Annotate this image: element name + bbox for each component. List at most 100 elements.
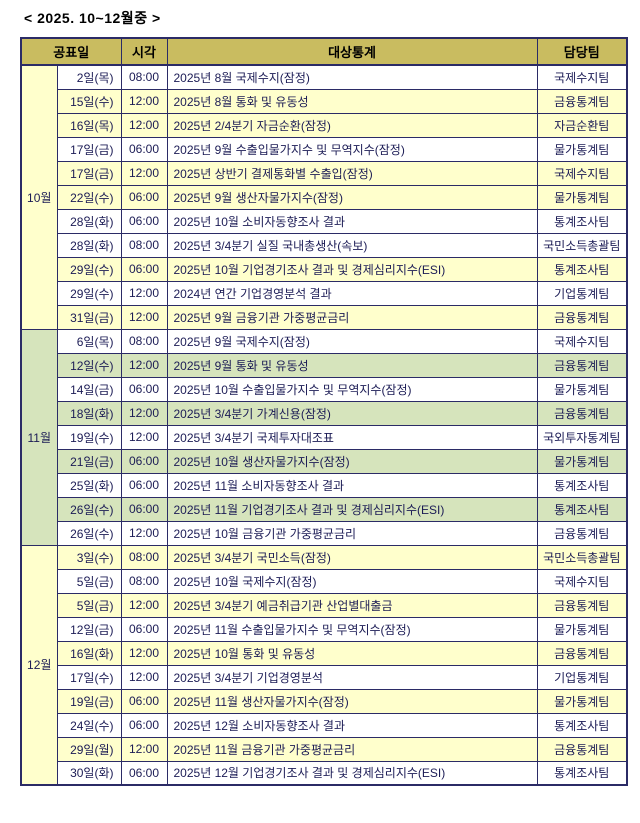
header-target-statistic: 대상통계 bbox=[166, 37, 538, 66]
statistic-name-cell: 2025년 3/4분기 기업경영분석 bbox=[166, 664, 538, 690]
statistic-name-cell: 2025년 10월 소비자동향조사 결과 bbox=[166, 208, 538, 234]
table-row: 29일(수) 12:00 2024년 연간 기업경영분석 결과 기업통계팀 bbox=[21, 280, 628, 306]
release-date-cell: 17일(금) bbox=[56, 136, 122, 162]
table-row: 12월 3일(수) 08:00 2025년 3/4분기 국민소득(잠정) 국민소득총괄팀 bbox=[20, 544, 628, 786]
team-cell: 금융통계팀 bbox=[536, 304, 628, 330]
table-row: 11월 6일(목) 08:00 2025년 9월 국제수지(잠정) 국제수지팀 bbox=[20, 328, 628, 546]
team-cell: 자금순환팀 bbox=[536, 112, 628, 138]
statistic-name-cell: 2025년 3/4분기 국제투자대조표 bbox=[166, 424, 538, 450]
release-schedule-table: 공표일 시각 대상통계 담당팀 10월 2일(목) 08:00 2025년 8월 국제… bbox=[20, 37, 628, 786]
time-cell: 06:00 bbox=[120, 184, 168, 210]
statistic-name-cell: 2025년 8월 통화 및 유동성 bbox=[166, 88, 538, 114]
table-row: 30일(화) 06:00 2025년 12월 기업경기조사 결과 및 경제심리지수(… bbox=[21, 760, 628, 786]
team-cell: 국민소득총괄팀 bbox=[536, 232, 628, 258]
team-cell: 금융통계팀 bbox=[536, 736, 628, 762]
team-cell: 국제수지팀 bbox=[536, 328, 628, 354]
statistic-name-cell: 2025년 10월 생산자물가지수(잠정) bbox=[166, 448, 538, 474]
table-row: 16일(목) 12:00 2025년 2/4분기 자금순환(잠정) 자금순환팀 bbox=[21, 112, 628, 138]
statistic-name-cell: 2025년 10월 수출입물가지수 및 무역지수(잠정) bbox=[166, 376, 538, 402]
time-cell: 12:00 bbox=[120, 160, 168, 186]
table-row: 16일(화) 12:00 2025년 10월 통화 및 유동성 금융통계팀 bbox=[21, 640, 628, 666]
statistic-name-cell: 2025년 11월 수출입물가지수 및 무역지수(잠정) bbox=[166, 616, 538, 642]
team-cell: 통계조사팀 bbox=[536, 712, 628, 738]
team-cell: 기업통계팀 bbox=[536, 280, 628, 306]
team-cell: 금융통계팀 bbox=[536, 352, 628, 378]
time-cell: 12:00 bbox=[120, 280, 168, 306]
time-cell: 08:00 bbox=[120, 64, 168, 90]
table-row: 5일(금) 08:00 2025년 10월 국제수지(잠정) 국제수지팀 bbox=[21, 568, 628, 594]
time-cell: 12:00 bbox=[120, 304, 168, 330]
table-row: 17일(수) 12:00 2025년 3/4분기 기업경영분석 기업통계팀 bbox=[21, 664, 628, 690]
release-date-cell: 25일(화) bbox=[56, 472, 122, 498]
team-cell: 국제수지팀 bbox=[536, 160, 628, 186]
release-date-cell: 29일(수) bbox=[56, 256, 122, 282]
release-date-cell: 22일(수) bbox=[56, 184, 122, 210]
release-date-cell: 12일(수) bbox=[56, 352, 122, 378]
release-date-cell: 15일(수) bbox=[56, 88, 122, 114]
table-row: 5일(금) 12:00 2025년 3/4분기 예금취급기관 산업별대출금 금융통계팀 bbox=[21, 592, 628, 618]
statistic-name-cell: 2025년 3/4분기 가계신용(잠정) bbox=[166, 400, 538, 426]
team-cell: 국민소득총괄팀 bbox=[536, 544, 628, 570]
statistic-name-cell: 2025년 9월 수출입물가지수 및 무역지수(잠정) bbox=[166, 136, 538, 162]
team-cell: 물가통계팀 bbox=[536, 616, 628, 642]
month-label: 11월 bbox=[20, 328, 58, 546]
team-cell: 금융통계팀 bbox=[536, 88, 628, 114]
team-cell: 국제수지팀 bbox=[536, 64, 628, 90]
table-row: 14일(금) 06:00 2025년 10월 수출입물가지수 및 무역지수(잠정) 물… bbox=[21, 376, 628, 402]
statistic-name-cell: 2025년 3/4분기 예금취급기관 산업별대출금 bbox=[166, 592, 538, 618]
release-date-cell: 12일(금) bbox=[56, 616, 122, 642]
time-cell: 06:00 bbox=[120, 712, 168, 738]
release-date-cell: 16일(목) bbox=[56, 112, 122, 138]
table-row: 19일(수) 12:00 2025년 3/4분기 국제투자대조표 국외투자통계팀 bbox=[21, 424, 628, 450]
release-date-cell: 30일(화) bbox=[56, 760, 122, 786]
time-cell: 06:00 bbox=[120, 616, 168, 642]
time-cell: 06:00 bbox=[120, 448, 168, 474]
release-date-cell: 17일(수) bbox=[56, 664, 122, 690]
statistic-name-cell: 2025년 11월 생산자물가지수(잠정) bbox=[166, 688, 538, 714]
release-date-cell: 29일(월) bbox=[56, 736, 122, 762]
release-date-cell: 26일(수) bbox=[56, 496, 122, 522]
table-row: 18일(화) 12:00 2025년 3/4분기 가계신용(잠정) 금융통계팀 bbox=[21, 400, 628, 426]
table-header-row: 공표일 시각 대상통계 담당팀 bbox=[20, 37, 628, 66]
statistic-name-cell: 2025년 11월 소비자동향조사 결과 bbox=[166, 472, 538, 498]
time-cell: 12:00 bbox=[120, 352, 168, 378]
release-date-cell: 21일(금) bbox=[56, 448, 122, 474]
table-row: 21일(금) 06:00 2025년 10월 생산자물가지수(잠정) 물가통계팀 bbox=[21, 448, 628, 474]
table-row: 25일(화) 06:00 2025년 11월 소비자동향조사 결과 통계조사팀 bbox=[21, 472, 628, 498]
table-row: 15일(수) 12:00 2025년 8월 통화 및 유동성 금융통계팀 bbox=[21, 88, 628, 114]
table-row: 17일(금) 06:00 2025년 9월 수출입물가지수 및 무역지수(잠정) 물가… bbox=[21, 136, 628, 162]
month-label: 12월 bbox=[20, 544, 58, 786]
statistic-name-cell: 2025년 11월 기업경기조사 결과 및 경제심리지수(ESI) bbox=[166, 496, 538, 522]
header-time: 시각 bbox=[120, 37, 168, 66]
table-row: 26일(수) 12:00 2025년 10월 금융기관 가중평균금리 금융통계팀 bbox=[21, 520, 628, 546]
time-cell: 12:00 bbox=[120, 112, 168, 138]
statistic-name-cell: 2025년 8월 국제수지(잠정) bbox=[166, 64, 538, 90]
time-cell: 06:00 bbox=[120, 760, 168, 786]
team-cell: 금융통계팀 bbox=[536, 400, 628, 426]
release-date-cell: 26일(수) bbox=[56, 520, 122, 546]
time-cell: 12:00 bbox=[120, 664, 168, 690]
team-cell: 통계조사팀 bbox=[536, 256, 628, 282]
team-cell: 통계조사팀 bbox=[536, 472, 628, 498]
time-cell: 06:00 bbox=[120, 256, 168, 282]
time-cell: 12:00 bbox=[120, 88, 168, 114]
table-row: 26일(수) 06:00 2025년 11월 기업경기조사 결과 및 경제심리지수(… bbox=[21, 496, 628, 522]
table-row: 29일(월) 12:00 2025년 11월 금융기관 가중평균금리 금융통계팀 bbox=[21, 736, 628, 762]
time-cell: 12:00 bbox=[120, 640, 168, 666]
time-cell: 12:00 bbox=[120, 424, 168, 450]
time-cell: 12:00 bbox=[120, 520, 168, 546]
header-team: 담당팀 bbox=[536, 37, 628, 66]
time-cell: 08:00 bbox=[120, 568, 168, 594]
team-cell: 국제수지팀 bbox=[536, 568, 628, 594]
statistic-name-cell: 2024년 연간 기업경영분석 결과 bbox=[166, 280, 538, 306]
table-row: 24일(수) 06:00 2025년 12월 소비자동향조사 결과 통계조사팀 bbox=[21, 712, 628, 738]
release-date-cell: 29일(수) bbox=[56, 280, 122, 306]
team-cell: 통계조사팀 bbox=[536, 760, 628, 786]
time-cell: 06:00 bbox=[120, 688, 168, 714]
team-cell: 금융통계팀 bbox=[536, 592, 628, 618]
release-date-cell: 16일(화) bbox=[56, 640, 122, 666]
team-cell: 기업통계팀 bbox=[536, 664, 628, 690]
release-date-cell: 19일(금) bbox=[56, 688, 122, 714]
release-date-cell: 18일(화) bbox=[56, 400, 122, 426]
table-row: 31일(금) 12:00 2025년 9월 금융기관 가중평균금리 금융통계팀 bbox=[21, 304, 628, 330]
